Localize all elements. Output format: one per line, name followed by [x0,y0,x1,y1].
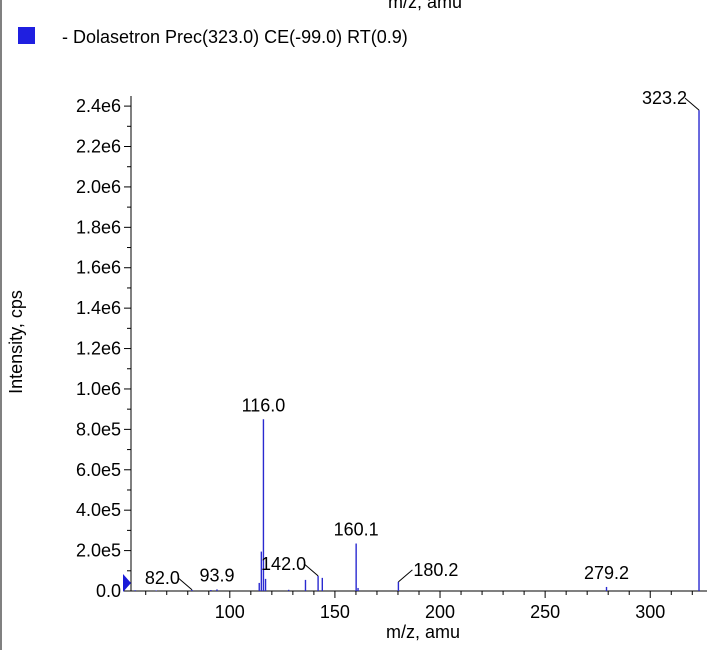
peak-label: 93.9 [199,565,234,585]
peak-leader-line [303,563,319,577]
peak-label: 279.2 [584,563,629,583]
peak-leader-line [684,97,700,111]
y-axis-ticks: 0.0 2.0e5 4.0e5 6.0e5 8.0e5 1.0e6 1.2e6 1.4e6 1.… [76,96,131,601]
x-tick-label: 300 [635,602,665,622]
peak-leader-line [177,577,193,591]
legend-swatch [18,27,35,44]
y-axis-title: Intensity, cps [6,290,26,394]
y-tick-label: 2.2e6 [76,137,121,157]
peak-label: 323.2 [642,88,687,108]
x-axis-title: m/z, amu [386,622,460,642]
peak-label: 116.0 [242,395,286,415]
x-tick-label: 100 [215,602,245,622]
x-tick-label: 200 [425,602,455,622]
y-tick-label: 2.0e5 [76,541,121,561]
y-tick-label: 2.0e6 [76,177,121,197]
y-tick-label: 1.4e6 [76,298,121,318]
x-axis-ticks: 100 150 200 250 300 [145,591,693,622]
peak-label: 160.1 [334,520,379,540]
y-tick-label: 6.0e5 [76,460,121,480]
cut-axis-title: m/z, amu [388,0,462,12]
y-tick-label: 1.0e6 [76,379,121,399]
peak-series [134,110,700,591]
peak-annotations: 82.0 93.9 116.0 142.0 160.1 180.2 279.2 323.2 [145,88,700,591]
y-tick-label: 2.4e6 [76,96,121,116]
y-tick-label: 1.6e6 [76,258,121,278]
y-tick-label: 8.0e5 [76,419,121,439]
peak-label: 180.2 [413,560,458,580]
peak-label: 82.0 [145,568,180,588]
x-tick-label: 250 [530,602,560,622]
peak-label: 142.0 [261,554,306,574]
peak-leader-line [398,569,413,583]
y-tick-label: 0.0 [96,581,121,601]
legend-label: - Dolasetron Prec(323.0) CE(-99.0) RT(0.… [62,27,408,47]
y-tick-label: 1.2e6 [76,339,121,359]
x-tick-label: 150 [320,602,350,622]
y-tick-label: 1.8e6 [76,217,121,237]
y-tick-label: 4.0e5 [76,500,121,520]
origin-marker [123,574,131,592]
